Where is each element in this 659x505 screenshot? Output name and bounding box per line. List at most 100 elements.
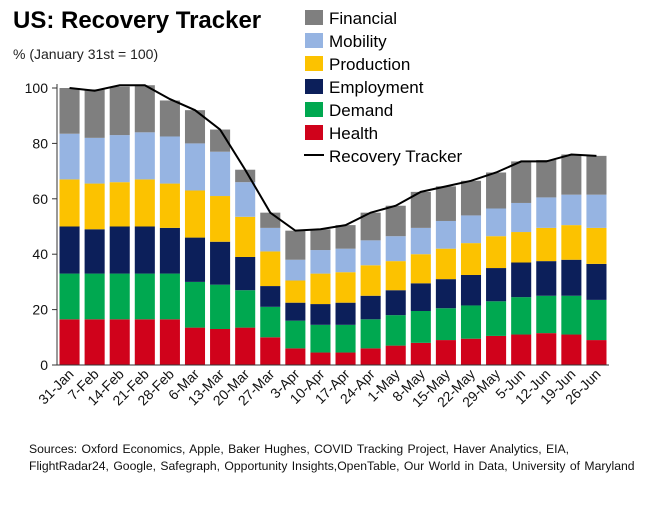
bar-financial-1 [84, 89, 105, 138]
legend-label-financial: Financial [329, 9, 397, 28]
bar-health-2 [109, 319, 130, 365]
bar-demand-5 [184, 281, 206, 328]
bar-employment-9 [285, 302, 306, 321]
bar-financial-20 [561, 154, 582, 195]
bar-mobility-14 [410, 227, 431, 255]
bar-production-11 [335, 272, 356, 303]
y-tick-label-40: 40 [32, 246, 48, 262]
bar-mobility-15 [435, 220, 456, 249]
bar-employment-3 [134, 226, 155, 274]
y-tick-label-20: 20 [32, 302, 48, 318]
bar-health-20 [561, 334, 582, 365]
bar-mobility-21 [586, 194, 607, 228]
legend-label-recovery-tracker: Recovery Tracker [329, 147, 463, 166]
bar-production-18 [511, 232, 532, 263]
bar-mobility-19 [536, 197, 557, 228]
bar-demand-18 [511, 297, 532, 335]
bar-mobility-20 [561, 194, 582, 226]
bar-health-1 [84, 319, 105, 365]
legend-swatch-demand [305, 102, 323, 117]
bar-health-12 [360, 348, 381, 365]
bar-health-16 [460, 338, 482, 365]
bar-financial-0 [59, 88, 80, 134]
bar-demand-19 [536, 295, 557, 334]
bar-mobility-12 [360, 240, 381, 266]
bar-employment-20 [561, 259, 582, 296]
legend-swatch-production [305, 56, 323, 71]
bar-demand-7 [235, 290, 256, 328]
bar-mobility-11 [335, 248, 356, 273]
bar-financial-10 [310, 229, 331, 251]
y-tick-label-100: 100 [25, 80, 49, 96]
bar-mobility-13 [385, 236, 406, 262]
bar-financial-18 [511, 161, 532, 203]
bar-employment-8 [260, 286, 281, 307]
legend-swatch-health [305, 125, 323, 140]
bar-financial-13 [385, 205, 406, 237]
bar-production-6 [210, 196, 231, 242]
bar-health-10 [310, 352, 331, 365]
bar-demand-10 [310, 324, 331, 353]
bar-demand-6 [210, 284, 231, 329]
bar-production-13 [385, 261, 406, 291]
recovery-line-group [69, 84, 597, 232]
y-tick-label-0: 0 [40, 357, 48, 373]
bar-demand-1 [84, 273, 105, 320]
bar-health-4 [159, 319, 180, 365]
bar-employment-16 [460, 274, 482, 306]
bar-mobility-6 [210, 151, 231, 197]
bar-health-0 [59, 319, 80, 365]
bar-demand-15 [435, 308, 456, 341]
legend-label-employment: Employment [329, 78, 424, 97]
bar-production-19 [536, 227, 557, 262]
bar-demand-3 [134, 273, 155, 320]
bar-mobility-1 [84, 137, 105, 184]
bar-health-11 [335, 352, 356, 365]
legend-swatch-employment [305, 79, 323, 94]
bar-employment-1 [84, 229, 105, 274]
sources-note: Sources: Oxford Economics, Apple, Baker … [29, 442, 635, 473]
legend-label-demand: Demand [329, 101, 393, 120]
bar-employment-11 [335, 302, 356, 325]
legend: Financial Mobility Production Employment Dem… [304, 9, 463, 166]
bar-employment-19 [536, 261, 557, 296]
legend-label-mobility: Mobility [329, 32, 387, 51]
bar-employment-17 [486, 268, 507, 302]
bar-mobility-16 [460, 215, 482, 244]
chart-subtitle: % (January 31st = 100) [13, 46, 158, 62]
bar-health-13 [385, 345, 406, 365]
bar-production-4 [159, 183, 180, 228]
bar-employment-6 [210, 241, 231, 285]
legend-label-production: Production [329, 55, 410, 74]
bar-production-17 [486, 236, 507, 269]
recovery-tracker-line [69, 84, 597, 232]
bar-production-7 [235, 216, 256, 257]
bar-demand-21 [586, 299, 607, 341]
bar-health-9 [285, 348, 306, 365]
bar-financial-2 [109, 86, 130, 136]
bar-financial-9 [285, 230, 306, 260]
bar-demand-20 [561, 295, 582, 335]
bar-mobility-5 [184, 143, 206, 191]
bar-mobility-17 [486, 208, 507, 237]
bar-production-5 [184, 190, 206, 238]
bar-production-3 [134, 179, 155, 227]
bar-financial-4 [159, 100, 180, 137]
bar-health-19 [536, 333, 557, 365]
bar-employment-15 [435, 279, 456, 309]
bar-demand-0 [59, 273, 80, 320]
bar-health-17 [486, 335, 507, 365]
bar-production-20 [561, 225, 582, 260]
bar-mobility-2 [109, 135, 130, 183]
bar-mobility-0 [59, 133, 80, 180]
bar-demand-4 [159, 273, 180, 320]
bars-group [59, 85, 607, 365]
bar-production-12 [360, 265, 381, 296]
bar-demand-11 [335, 324, 356, 353]
legend-swatch-financial [305, 10, 323, 25]
y-tick-label-80: 80 [32, 135, 48, 151]
bar-employment-5 [184, 237, 206, 282]
bar-production-16 [460, 243, 482, 275]
bar-employment-7 [235, 256, 256, 291]
recovery-tracker-chart: US: Recovery Tracker % (January 31st = 1… [13, 7, 609, 410]
